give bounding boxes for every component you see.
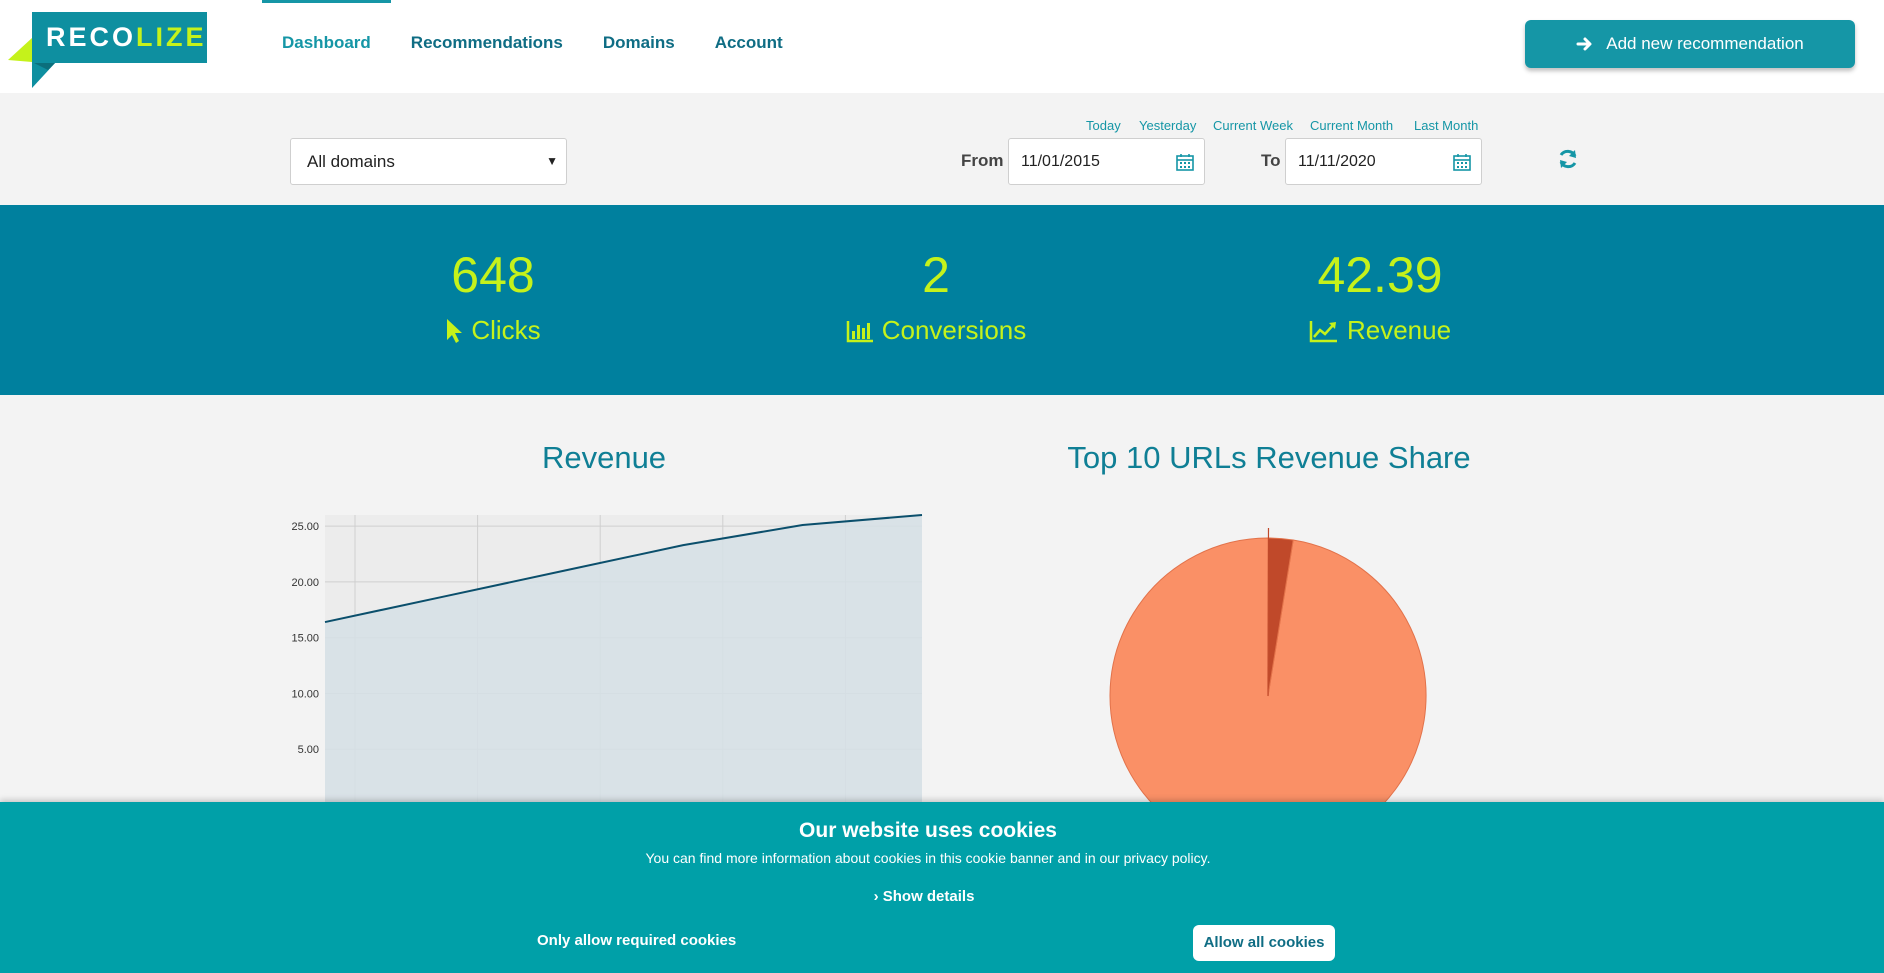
to-label: To (1261, 151, 1281, 170)
revenue-share-pie-chart (1109, 527, 1427, 820)
revenue-label: Revenue (1346, 315, 1452, 345)
quick-range-today[interactable]: Today (1086, 118, 1121, 133)
line-chart-icon (1309, 320, 1337, 342)
y-tick-label: 25.00 (291, 521, 319, 533)
cookie-banner: Our website uses cookies You can find mo… (0, 802, 1884, 973)
from-date-value: 11/01/2015 (1021, 153, 1100, 170)
quick-range-current-week[interactable]: Current Week (1213, 118, 1293, 133)
conversions-label: Conversions (881, 315, 1027, 345)
domain-select[interactable]: All domains ▼ (290, 138, 567, 185)
cookie-title: Our website uses cookies (799, 819, 1057, 842)
revenue-value: 42.39 (1317, 247, 1443, 303)
show-details-label: Show details (882, 888, 975, 905)
pointer-icon (447, 318, 463, 343)
revenue-area (325, 515, 922, 805)
add-recommendation-button[interactable]: Add new recommendation (1525, 20, 1855, 68)
nav-recommendations[interactable]: Recommendations (410, 33, 563, 52)
main-nav: Dashboard Recommendations Domains Accoun… (262, 0, 803, 93)
calendar-icon[interactable] (1453, 153, 1471, 171)
calendar-icon[interactable] (1176, 153, 1194, 171)
nav-account[interactable]: Account (714, 33, 783, 52)
y-tick-label: 15.00 (291, 633, 319, 645)
nav-dashboard[interactable]: Dashboard (262, 0, 391, 86)
from-label: From (961, 151, 1004, 170)
chevron-down-icon: ▼ (546, 154, 558, 168)
to-date-input[interactable]: 11/11/2020 (1285, 138, 1482, 185)
chevron-right-icon: › (873, 888, 879, 905)
recolize-logo[interactable]: RECOLIZE (0, 0, 210, 90)
stat-clicks: 648 Clicks (343, 205, 643, 346)
stats-band: 648 Clicks 2 Conversions 42.39 (0, 205, 1884, 395)
y-tick-label: 5.00 (298, 744, 319, 756)
revenue-label-row: Revenue (1230, 315, 1530, 346)
conversions-value: 2 (922, 247, 950, 303)
stat-conversions: 2 Conversions (786, 205, 1086, 346)
arrow-right-icon (1576, 37, 1592, 51)
only-required-cookies-button[interactable]: Only allow required cookies (537, 932, 737, 949)
top-navbar: RECOLIZE Dashboard Recommendations Domai… (0, 0, 1884, 93)
allow-all-cookies-button[interactable]: Allow all cookies (1193, 925, 1335, 961)
cookie-text: You can find more information about cook… (645, 850, 1211, 866)
pie-chart-title: Top 10 URLs Revenue Share (1067, 440, 1471, 475)
clicks-value: 648 (451, 247, 535, 303)
revenue-line (324, 514, 923, 624)
revenue-chart-title: Revenue (541, 440, 667, 475)
y-tick-label: 20.00 (291, 577, 319, 589)
bar-chart-icon (846, 320, 873, 342)
logo-wordmark: RECOLIZE (32, 12, 207, 63)
conversions-label-row: Conversions (786, 315, 1086, 346)
stat-revenue: 42.39 Revenue (1230, 205, 1530, 346)
refresh-icon[interactable] (1556, 147, 1580, 171)
clicks-label: Clicks (471, 315, 541, 345)
quick-range-current-month[interactable]: Current Month (1310, 118, 1394, 133)
revenue-chart: 25.00 20.00 15.00 10.00 5.00 (291, 514, 923, 805)
show-details-link[interactable]: › Show details (0, 888, 1848, 905)
add-recommendation-label: Add new recommendation (1606, 34, 1804, 53)
from-date-input[interactable]: 11/01/2015 (1008, 138, 1205, 185)
clicks-label-row: Clicks (343, 315, 643, 346)
y-tick-label: 10.00 (291, 688, 319, 700)
nav-domains[interactable]: Domains (602, 33, 675, 52)
quick-range-yesterday[interactable]: Yesterday (1139, 118, 1197, 133)
to-date-value: 11/11/2020 (1298, 153, 1376, 170)
quick-range-last-month[interactable]: Last Month (1414, 118, 1479, 133)
filter-bar: All domains ▼ Today Yesterday Current We… (0, 93, 1884, 205)
domain-select-value: All domains (307, 152, 395, 171)
logo-flag-icon (8, 38, 56, 88)
